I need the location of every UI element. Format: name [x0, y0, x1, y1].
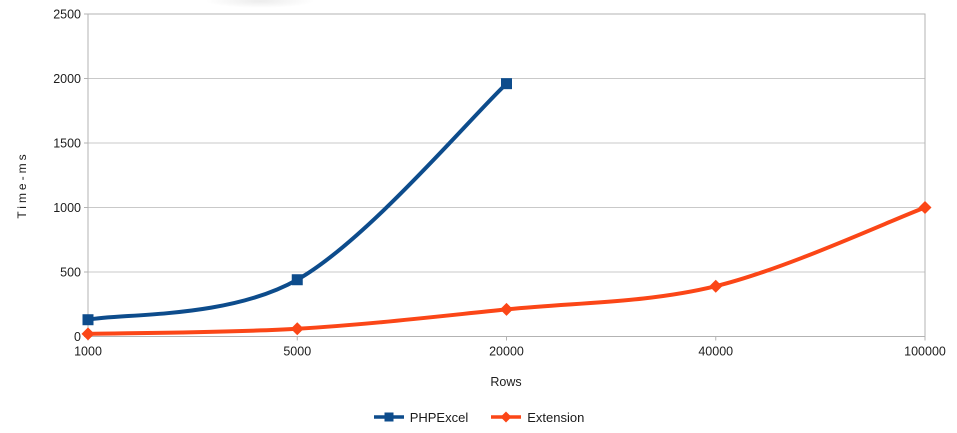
- legend-item-extension: Extension: [490, 410, 584, 425]
- data-point-marker-phpexcel: [501, 78, 512, 90]
- x-tick-label: 40000: [698, 345, 733, 359]
- legend-square-marker-icon: [373, 412, 404, 422]
- x-tick-label: 1000: [74, 345, 102, 359]
- x-tick-label: 100000: [904, 345, 946, 359]
- data-point-marker-extension: [918, 201, 932, 214]
- data-point-marker-extension: [290, 322, 304, 336]
- legend-item-phpexcel: PHPExcel: [373, 409, 469, 425]
- x-axis-title: Rows: [490, 375, 522, 389]
- y-tick-label: 500: [60, 266, 81, 280]
- y-tick-label: 2000: [53, 72, 81, 86]
- legend-label-phpexcel: PHPExcel: [409, 409, 469, 425]
- data-point-marker-extension: [500, 302, 513, 316]
- data-point-marker-phpexcel: [291, 274, 303, 286]
- series-line-phpexcel: [86, 81, 509, 322]
- data-point-marker-phpexcel: [82, 314, 94, 326]
- plot-border: [87, 13, 926, 337]
- legend-label-extension: Extension: [527, 409, 585, 425]
- x-tick-label: 20000: [489, 345, 524, 359]
- legend-diamond-marker-icon: [491, 411, 522, 423]
- y-tick-label: 2500: [53, 8, 81, 22]
- legend: PHPExcel Extension: [0, 406, 957, 428]
- y-tick-label: 0: [74, 330, 81, 344]
- y-axis-title: Time-ms: [15, 151, 29, 219]
- x-tick-label: 5000: [283, 345, 311, 359]
- y-tick-label: 1500: [53, 137, 81, 151]
- data-point-marker-extension: [81, 327, 95, 341]
- data-point-marker-extension: [709, 279, 723, 293]
- y-tick-label: 1000: [53, 201, 81, 215]
